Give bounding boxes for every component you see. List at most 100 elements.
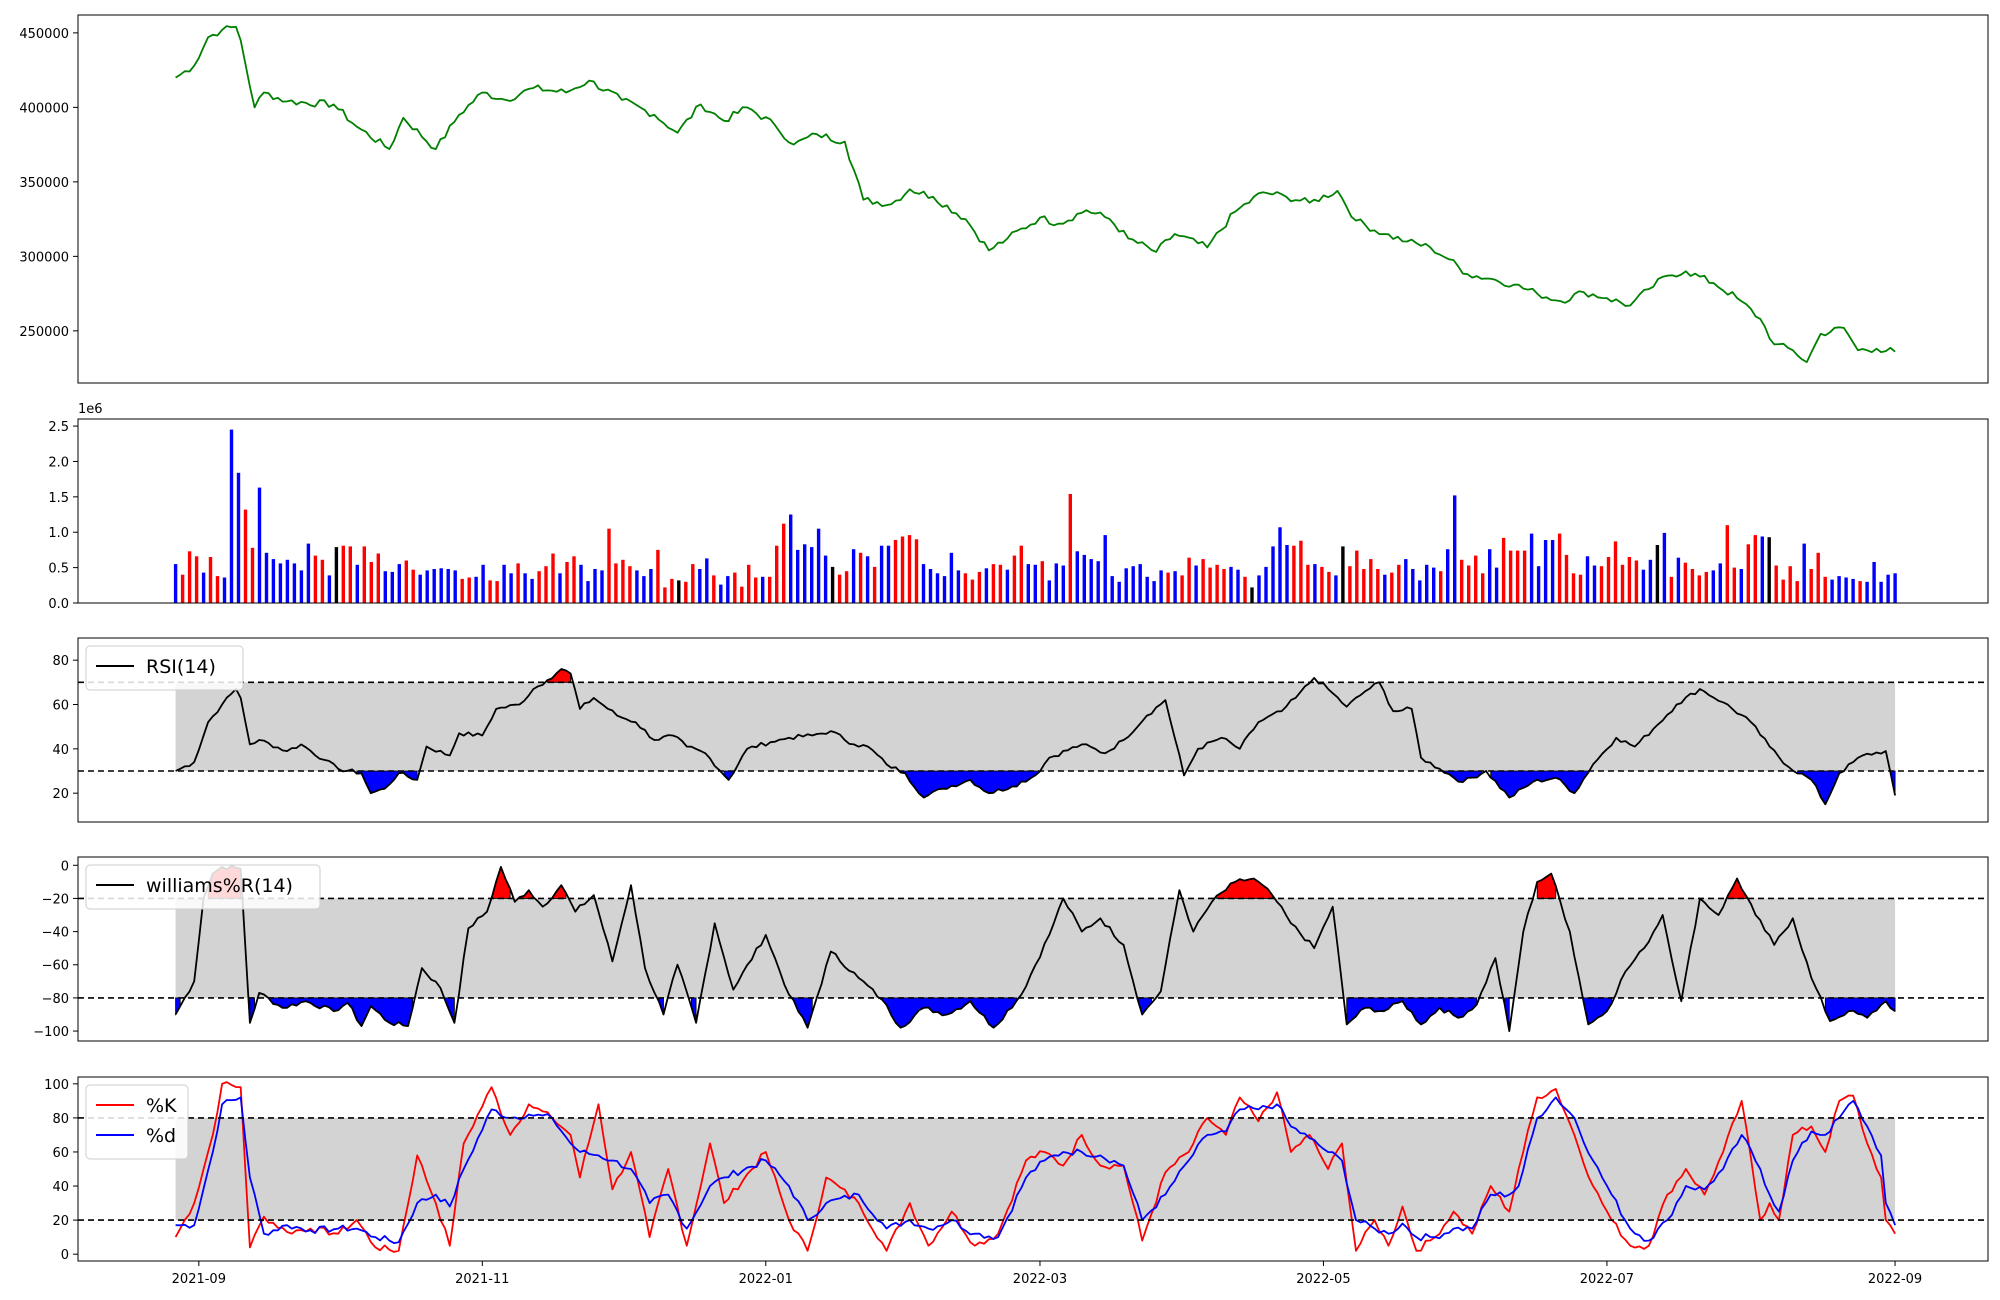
volume-bar [369, 562, 373, 603]
volume-bar [278, 563, 283, 603]
volume-bar [1746, 544, 1750, 603]
volume-bar [593, 569, 597, 603]
volume-bar [1669, 576, 1674, 603]
volume-bar [1599, 566, 1604, 603]
volume-bar [1711, 570, 1715, 603]
volume-bar [1019, 545, 1023, 603]
volume-bar [1564, 554, 1569, 603]
volume-bar [789, 514, 793, 603]
volume-bar [1879, 581, 1883, 603]
volume-bar [761, 576, 765, 603]
williams-r-ytick-label: −100 [33, 1025, 69, 1040]
volume-bar [1795, 581, 1799, 603]
volume-bar [956, 570, 961, 603]
volume-bar [1341, 546, 1345, 603]
volume-bar [1543, 540, 1548, 603]
volume-bar [935, 573, 940, 603]
volume-bar [341, 545, 345, 603]
volume-bar [565, 562, 569, 603]
volume-bar [1802, 543, 1806, 603]
volume-bar [502, 564, 506, 603]
rsi-line-0 [175, 668, 1896, 806]
stochastic-legend [85, 1084, 189, 1160]
volume-bar [949, 552, 954, 603]
rsi-frame [77, 637, 1989, 823]
xtick-label: 2021-09 [172, 1272, 226, 1287]
volume-bar [1103, 535, 1107, 603]
stochastic-panel: 0 20 40 60 80 100 %K %d 2021-09 2021-11 2022-01 202… [44, 1076, 1989, 1287]
volume-bar [187, 551, 192, 603]
volume-bar [775, 545, 779, 603]
volume-ytick-label: 2.5 [48, 420, 69, 435]
williams-r-line-0 [174, 865, 1896, 1032]
volume-bar [1690, 569, 1695, 603]
volume-bar [1418, 580, 1422, 603]
volume-bar [194, 556, 199, 603]
volume-bar [942, 576, 947, 603]
volume-bar [1187, 557, 1191, 603]
volume-bar [858, 552, 863, 603]
volume-bar [621, 559, 625, 603]
volume-bar [292, 563, 297, 603]
volume-bar [607, 528, 611, 603]
volume-bar [1844, 577, 1848, 603]
volume-bar [404, 560, 408, 603]
volume-bar [803, 544, 807, 603]
volume-ytick-label: 0.0 [48, 597, 69, 612]
price-ytick-label: 400000 [19, 101, 69, 116]
stochastic-ytick-label: 20 [52, 1214, 69, 1229]
volume-bar [1208, 567, 1212, 603]
volume-bar [1355, 550, 1359, 603]
volume-ytick-label: 0.5 [48, 562, 69, 577]
volume-bar [1823, 576, 1827, 603]
volume-bar [530, 578, 534, 603]
williams-r-band [175, 898, 1896, 998]
volume-bar [537, 571, 541, 603]
volume-bar [1725, 525, 1729, 603]
volume-bar [1467, 565, 1471, 603]
stochastic-ytick-label: 40 [52, 1180, 69, 1195]
volume-bar [1383, 574, 1387, 603]
price-ytick-label: 350000 [19, 176, 69, 191]
stochastic-frame [77, 1076, 1989, 1262]
volume-bar [1634, 560, 1639, 603]
xtick-label: 2022-05 [1296, 1272, 1350, 1287]
volume-bar [1501, 537, 1506, 603]
volume-bar [1404, 559, 1408, 603]
volume-bar [823, 555, 828, 603]
volume-bar [698, 569, 702, 603]
volume-bar [215, 576, 220, 603]
volume-bar [1550, 540, 1555, 603]
rsi-ytick-label: 60 [52, 699, 69, 714]
volume-bar [1522, 550, 1527, 603]
volume-bar [1117, 581, 1121, 603]
volume-bar [1620, 564, 1625, 603]
volume-bar [1215, 564, 1219, 603]
volume-panel: 0.0 0.5 1.0 1.5 2.0 2.5 1e6 [48, 402, 1989, 612]
volume-bar [1054, 563, 1058, 603]
volume-bar [1578, 574, 1583, 603]
price-ytick-label: 450000 [19, 27, 69, 42]
volume-bar [1026, 564, 1030, 603]
volume-bar [1781, 579, 1785, 603]
volume-bar [1180, 575, 1184, 603]
volume-bar [446, 569, 450, 603]
volume-bar [684, 581, 688, 603]
volume-bar [201, 572, 206, 603]
williams-r-legend [85, 864, 321, 910]
volume-bar [747, 564, 751, 603]
volume-bar [1313, 564, 1317, 603]
williams-r-ytick-label: −20 [42, 892, 69, 907]
volume-bar [383, 571, 387, 603]
volume-bar [348, 546, 352, 603]
volume-bar [1837, 576, 1841, 603]
volume-ytick-label: 1.0 [48, 526, 69, 541]
volume-bar [726, 576, 730, 603]
volume-bar [1718, 563, 1722, 603]
volume-bar [334, 547, 339, 603]
volume-bar [1439, 571, 1443, 603]
volume-bar [1159, 570, 1163, 603]
volume-bar [488, 580, 492, 603]
stochastic-line-0 [174, 1081, 1896, 1253]
